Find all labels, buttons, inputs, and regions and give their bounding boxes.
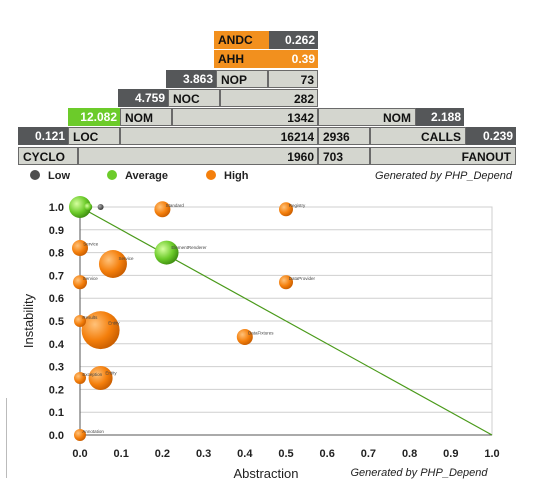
cyclo-label: CYCLO	[18, 147, 78, 165]
y-tick-label: 0.7	[49, 270, 64, 282]
noc-value: 282	[220, 89, 318, 107]
nom-value: 1342	[172, 108, 318, 126]
data-point[interactable]	[236, 328, 253, 345]
x-tick-label: 0.8	[402, 448, 417, 460]
main-sequence-line	[79, 206, 493, 436]
data-point[interactable]	[279, 275, 293, 290]
legend-high-label: High	[224, 170, 249, 182]
overview-pyramid: ANDC 0.262 AHH 0.39 3.863 NOP 73 4.759 N…	[0, 0, 540, 170]
x-tick-label: 0.2	[155, 448, 170, 460]
y-tick-label: 0.2	[49, 384, 64, 396]
y-tick-label: 0.5	[49, 316, 64, 328]
legend-high: High	[206, 170, 248, 182]
x-axis-label: Abstraction	[233, 466, 298, 481]
calls-value: 2936	[318, 127, 370, 145]
loc-label: LOC	[68, 127, 120, 145]
x-tick-label: 0.7	[361, 448, 376, 460]
chart-ticks: 0.0 0.1 0.2 0.3 0.4 0.5 0.6 0.7 0.8 0.9 1.0 0.0 0.1 0…	[49, 202, 500, 460]
calls-ratio: 0.239	[466, 127, 516, 145]
data-point[interactable]	[154, 201, 171, 218]
data-point[interactable]	[98, 250, 127, 278]
legend-average: Average	[107, 170, 168, 182]
cyclo-value: 1960	[78, 147, 318, 165]
legend-average-label: Average	[125, 170, 169, 182]
nop-label: NOP	[216, 70, 268, 88]
noc-ratio: 4.759	[118, 89, 168, 107]
data-point[interactable]	[81, 311, 120, 350]
nom-ratio: 12.082	[68, 108, 120, 126]
data-point[interactable]	[88, 366, 113, 390]
legend-low-label: Low	[48, 170, 70, 182]
x-tick-label: 0.6	[320, 448, 335, 460]
y-axis-label: Instability	[21, 293, 36, 348]
data-point[interactable]	[74, 372, 86, 384]
calls-label: CALLS	[370, 127, 466, 145]
chart-axes	[77, 206, 493, 438]
x-tick-label: 1.0	[484, 448, 499, 460]
point-label: Results	[82, 315, 98, 320]
nom-right-label: NOM	[318, 108, 416, 126]
legend-low: Low	[30, 170, 70, 182]
y-tick-label: 0.6	[49, 293, 64, 305]
x-tick-label: 0.5	[278, 448, 293, 460]
data-point[interactable]	[74, 315, 86, 327]
fanout-value: 703	[318, 147, 370, 165]
point-label: Standard	[166, 203, 185, 208]
data-point[interactable]	[279, 202, 293, 217]
x-tick-label: 0.9	[443, 448, 458, 460]
legend-low-dot	[30, 170, 40, 180]
data-point[interactable]	[84, 203, 93, 211]
noc-label: NOC	[168, 89, 220, 107]
nom-right-ratio: 2.188	[416, 108, 464, 126]
left-edge-divider	[0, 398, 7, 478]
ahh-value: 0.39	[269, 50, 318, 68]
ahh-label: AHH	[214, 50, 269, 68]
data-point[interactable]	[69, 196, 91, 218]
data-point[interactable]	[73, 275, 87, 290]
data-point[interactable]	[154, 240, 179, 265]
y-tick-label: 0.1	[49, 407, 64, 419]
point-label: DataFixtures	[248, 331, 274, 336]
x-tick-label: 0.4	[237, 448, 253, 460]
pyramid-generated-note: Generated by PHP_Depend	[375, 170, 512, 182]
chart-generated-note: Generated by PHP_Depend	[351, 467, 489, 479]
y-tick-label: 0.0	[49, 430, 64, 442]
point-label: Entity	[108, 320, 120, 325]
point-label: Annotation	[82, 429, 104, 434]
point-label: Service	[83, 242, 99, 247]
point-label: Exception	[82, 372, 102, 377]
main-sequence	[79, 206, 493, 436]
point-label: Registry	[289, 203, 306, 208]
loc-value: 16214	[120, 127, 318, 145]
y-tick-label: 1.0	[49, 202, 64, 214]
andc-value: 0.262	[269, 31, 318, 49]
y-tick-label: 0.3	[49, 362, 64, 374]
abstraction-instability-chart: 0.0 0.1 0.2 0.3 0.4 0.5 0.6 0.7 0.8 0.9 1.0 0.0 0.1 0…	[21, 196, 500, 481]
x-tick-label: 0.1	[114, 448, 129, 460]
y-tick-label: 0.9	[49, 225, 64, 237]
data-point[interactable]	[72, 240, 88, 257]
data-point[interactable]	[97, 204, 104, 210]
nop-value: 73	[268, 70, 318, 88]
point-label: DataProvider	[289, 276, 316, 281]
nop-ratio: 3.863	[166, 70, 216, 88]
point-label: ElementRenderer	[171, 245, 207, 250]
point-label: Service	[83, 276, 99, 281]
x-tick-label: 0.3	[196, 448, 211, 460]
data-point[interactable]	[74, 429, 86, 441]
point-label: Entity	[105, 370, 117, 375]
legend: Low Average High	[30, 170, 530, 184]
legend-high-dot	[206, 170, 216, 180]
legend-average-dot	[107, 170, 117, 180]
loc-ratio: 0.121	[18, 127, 68, 145]
y-tick-label: 0.8	[49, 248, 64, 260]
point-label: Service	[119, 256, 135, 261]
nom-label: NOM	[120, 108, 172, 126]
andc-label: ANDC	[214, 31, 269, 49]
x-tick-label: 0.0	[72, 448, 87, 460]
y-tick-label: 0.4	[49, 339, 65, 351]
fanout-label: FANOUT	[370, 147, 516, 165]
chart-points: Standard Registry Service Service ElementRen…	[69, 196, 316, 441]
